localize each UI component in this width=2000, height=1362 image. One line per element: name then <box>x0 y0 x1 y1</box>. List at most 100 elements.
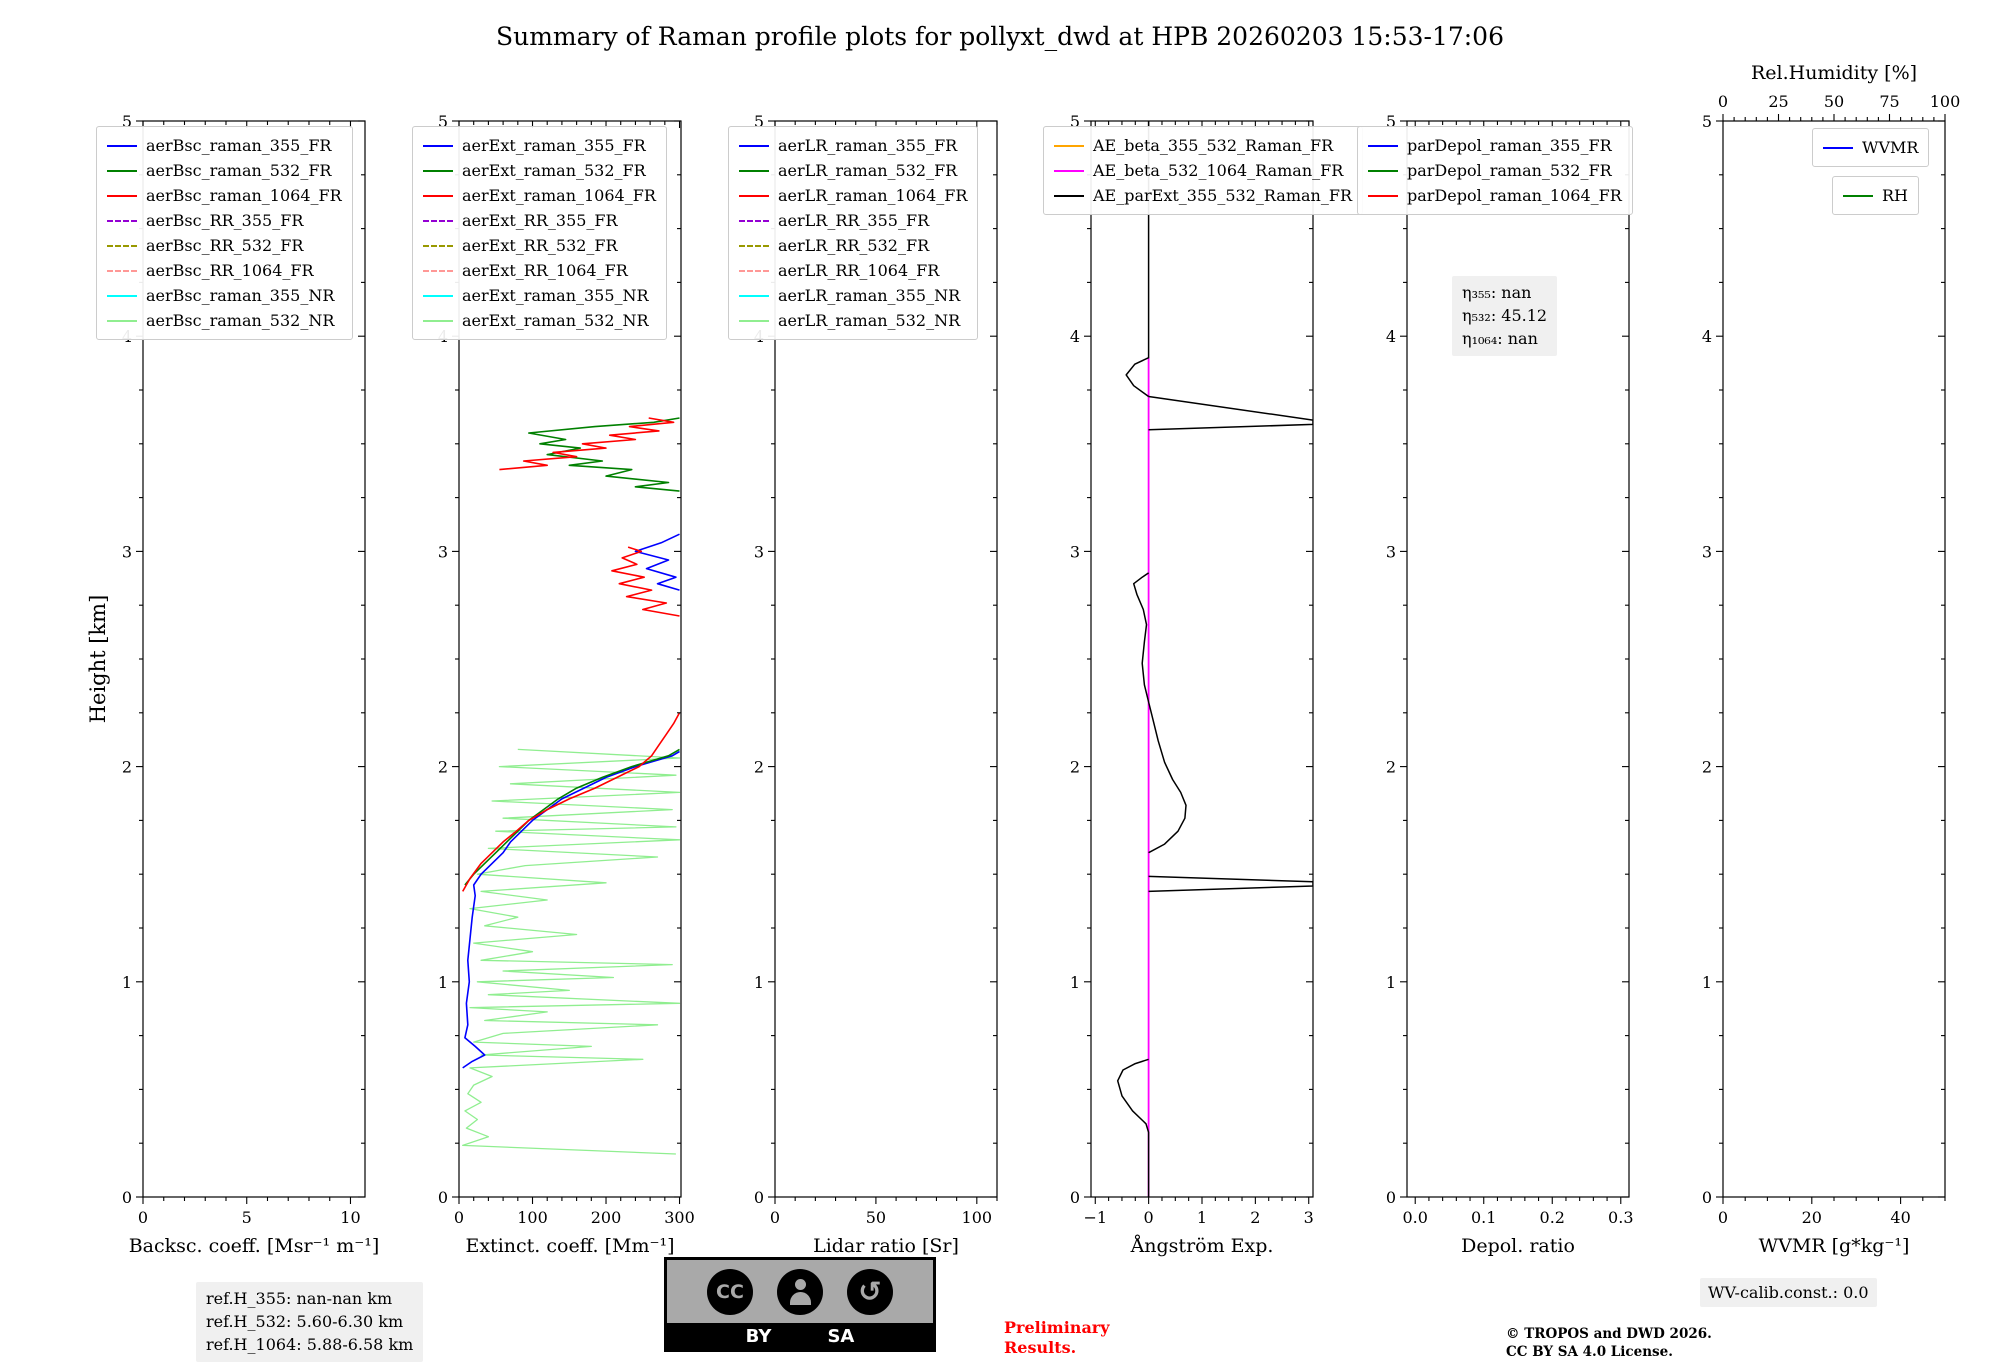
legend-item: aerBsc_RR_1064_FR <box>107 258 342 283</box>
lidar-ratio-xtick-label: 50 <box>866 1208 886 1227</box>
depol-xtick-label: 0.2 <box>1540 1208 1565 1227</box>
wvmr-top-xtick-label: 75 <box>1879 92 1899 111</box>
legend-line-sample <box>1368 194 1398 197</box>
legend-label: aerExt_raman_355_FR <box>462 136 646 155</box>
legend-item: aerLR_raman_1064_FR <box>739 183 967 208</box>
legend-label: aerExt_raman_532_FR <box>462 161 646 180</box>
legend-line-sample <box>739 269 769 272</box>
series-aerExt_raman_1064_FR <box>611 546 680 617</box>
angstrom-xtick-label: 3 <box>1304 1208 1314 1227</box>
legend-line-sample <box>423 294 453 297</box>
depol-xlabel: Depol. ratio <box>1461 1235 1575 1257</box>
legend-label: aerBsc_raman_532_FR <box>146 161 332 180</box>
legend-label: aerBsc_raman_355_NR <box>146 286 335 305</box>
legend-line-sample <box>107 194 137 197</box>
depol-ytick-label: 5 <box>1386 112 1396 131</box>
extinction-series <box>462 417 681 1155</box>
legend-item: aerLR_raman_532_FR <box>739 158 967 183</box>
legend-label: aerExt_RR_1064_FR <box>462 261 628 280</box>
attribution-person-icon <box>777 1268 823 1315</box>
legend-item: aerLR_RR_532_FR <box>739 233 967 258</box>
wvmr-ticks <box>1716 114 1946 1204</box>
legend-line-sample <box>739 144 769 147</box>
cc-logo-icon: CC <box>707 1268 753 1315</box>
legend-label: WVMR <box>1862 138 1919 157</box>
panel-wvmr: 0 20 40 0 1 2 3 4 5 WVMR [g*kg⁻¹] 0 25 50 75 100 Rel.Hu… <box>1702 62 1960 1257</box>
legend-line-sample <box>423 219 453 222</box>
legend-item: aerExt_RR_355_FR <box>423 208 656 233</box>
preliminary-results-note: Preliminary Results. <box>1004 1318 1110 1357</box>
series-AE_parExt_355_532_Raman_FR <box>1148 395 1313 431</box>
legend-line-sample <box>107 244 137 247</box>
series-aerExt_raman_1064_FR <box>499 417 675 471</box>
legend-item: aerLR_raman_532_NR <box>739 308 967 333</box>
legend-label: aerLR_raman_532_NR <box>778 311 961 330</box>
legend-label: aerBsc_raman_532_NR <box>146 311 335 330</box>
legend-line-sample <box>1823 146 1853 149</box>
legend-item: WVMR <box>1823 135 1918 160</box>
legend-label: aerBsc_raman_355_FR <box>146 136 332 155</box>
extinction-ytick-label: 2 <box>438 758 448 777</box>
legend-line-sample <box>1054 169 1084 172</box>
legend-label: aerExt_raman_355_NR <box>462 286 649 305</box>
lidar-ratio-ytick-label: 5 <box>754 112 764 131</box>
backscatter-ticks <box>136 120 365 1204</box>
depol-ytick-label: 2 <box>1386 758 1396 777</box>
wvmr-ytick-label: 0 <box>1702 1188 1712 1207</box>
legend-item: aerLR_RR_1064_FR <box>739 258 967 283</box>
series-aerExt_raman_355_FR <box>462 750 680 1069</box>
lidar-ratio-xtick-label: 100 <box>962 1208 993 1227</box>
legend-item: parDepol_raman_532_FR <box>1368 158 1622 183</box>
reference-heights-annotation: ref.H_355: nan-nan km ref.H_532: 5.60-6.… <box>196 1282 424 1362</box>
lidar-ratio-ticks <box>768 120 998 1204</box>
legend-label: aerBsc_RR_1064_FR <box>146 261 314 280</box>
legend-line-sample <box>107 319 137 322</box>
legend-label: aerLR_raman_1064_FR <box>778 186 968 205</box>
legend-label: parDepol_raman_1064_FR <box>1407 186 1622 205</box>
angstrom-ytick-label: 3 <box>1070 542 1080 561</box>
depol-xtick-label: 0.1 <box>1471 1208 1496 1227</box>
angstrom-ytick-label: 4 <box>1070 327 1080 346</box>
legend-item: aerBsc_RR_355_FR <box>107 208 342 233</box>
ref-height-1064: ref.H_1064: 5.88-6.58 km <box>206 1335 414 1355</box>
extinction-xtick-label: 100 <box>517 1208 548 1227</box>
legend-label: parDepol_raman_355_FR <box>1407 136 1612 155</box>
legend-line-sample <box>1368 144 1398 147</box>
legend-line-sample <box>107 269 137 272</box>
backscatter-ytick-label: 5 <box>122 112 132 131</box>
lidar-ratio-legend: aerLR_raman_355_FR aerLR_raman_532_FR aerL… <box>728 126 979 340</box>
extinction-ytick-label: 0 <box>438 1188 448 1207</box>
wvmr-top-axis-label: Rel.Humidity [%] <box>1751 62 1917 84</box>
series-aerExt_raman_532_FR <box>527 417 680 492</box>
extinction-xtick-label: 0 <box>454 1208 464 1227</box>
cc-by-label: BY <box>745 1325 772 1347</box>
legend-label: AE_parExt_355_532_Raman_FR <box>1093 186 1352 205</box>
figure-title: Summary of Raman profile plots for polly… <box>495 22 1504 51</box>
legend-label: parDepol_raman_532_FR <box>1407 161 1612 180</box>
angstrom-ytick-label: 0 <box>1070 1188 1080 1207</box>
angstrom-ytick-label: 1 <box>1070 973 1080 992</box>
extinction-xtick-label: 300 <box>664 1208 695 1227</box>
panel-backscatter: 0510012345Backsc. coeff. [Msr⁻¹ m⁻¹] <box>122 112 379 1257</box>
legend-item: aerExt_raman_355_NR <box>423 283 656 308</box>
cc-badge-footer: BY SA <box>667 1323 933 1349</box>
panel-depol: 0.0 0.1 0.2 0.3 0 1 2 3 4 5 Depol. ratio <box>1386 112 1634 1257</box>
legend-item: aerExt_RR_532_FR <box>423 233 656 258</box>
wv-calibration-annotation: WV-calib.const.: 0.0 <box>1700 1278 1877 1308</box>
extinction-xlabel: Extinct. coeff. [Mm⁻¹] <box>465 1235 674 1257</box>
wvmr-ytick-label: 1 <box>1702 973 1712 992</box>
legend-item: aerBsc_RR_532_FR <box>107 233 342 258</box>
series-AE_parExt_355_532_Raman_FR <box>1116 1058 1150 1197</box>
angstrom-frame <box>1090 120 1314 1198</box>
wvmr-xtick-label: 40 <box>1890 1208 1910 1227</box>
legend-line-sample <box>1054 144 1084 147</box>
cc-badge-icons: CC ↺ <box>667 1260 933 1323</box>
legend-line-sample <box>739 244 769 247</box>
depol-ytick-label: 1 <box>1386 973 1396 992</box>
legend-line-sample <box>739 169 769 172</box>
angstrom-ytick-label: 2 <box>1070 758 1080 777</box>
